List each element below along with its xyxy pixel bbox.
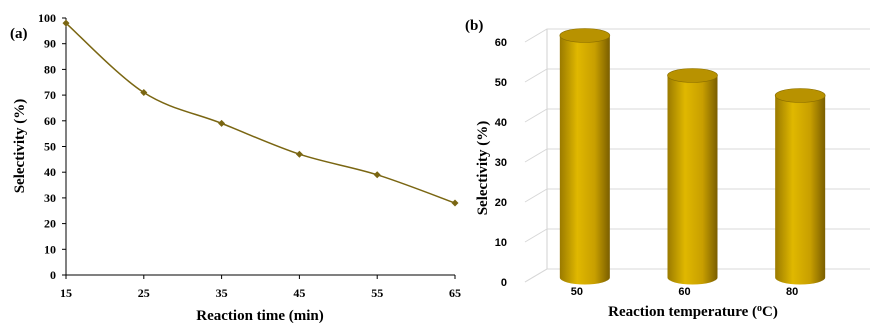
panel-a-y-tick-label: 60 bbox=[44, 114, 56, 128]
panel-b-gridline bbox=[524, 108, 870, 123]
panel-a-y-tick-label: 100 bbox=[38, 11, 56, 25]
panel-a-y-tick-label: 90 bbox=[44, 37, 56, 51]
panel-b-bar bbox=[667, 75, 718, 285]
panel-a-y-tick-label: 20 bbox=[44, 217, 56, 231]
panel-b-bar bbox=[775, 95, 826, 285]
panel-a-y-tick-label: 70 bbox=[44, 88, 56, 102]
panel-a-data-point bbox=[140, 89, 148, 97]
panel-b-bar-top bbox=[667, 68, 718, 83]
panel-b-x-tick-label: 60 bbox=[678, 286, 690, 298]
panel-b-y-tick-label: 50 bbox=[495, 77, 507, 89]
panel-a-series-line bbox=[65, 22, 456, 204]
panel-b-bar-top bbox=[774, 88, 826, 103]
panel-a-data-point bbox=[295, 150, 303, 158]
panel-a-y-tick-label: 50 bbox=[44, 140, 56, 154]
panel-b-x-axis-label: Reaction temperature (oC) bbox=[608, 303, 778, 320]
panel-b-x-tick-label: 50 bbox=[571, 286, 583, 298]
panel-a-y-axis-label: Selectivity (%) bbox=[12, 99, 28, 194]
panel-b-y-tick-label: 10 bbox=[495, 237, 507, 249]
panel-b-gridline bbox=[524, 268, 870, 283]
panel-a-data-point bbox=[62, 19, 70, 27]
panel-a-x-axis-label: Reaction time (min) bbox=[196, 308, 323, 323]
panel-b-y-tick-label: 40 bbox=[495, 117, 507, 129]
panel-a-x-tick-label: 45 bbox=[293, 286, 305, 300]
panel-a-y-tick-label: 80 bbox=[44, 62, 56, 76]
panel-b-y-tick-label: 60 bbox=[495, 37, 507, 49]
panel-a-y-tick-label: 30 bbox=[44, 191, 56, 205]
panel-a-y-tick-label: 10 bbox=[44, 242, 56, 256]
panel-a-x-tick-label: 25 bbox=[138, 286, 150, 300]
panel-a-x-tick-label: 65 bbox=[449, 286, 461, 300]
panel-b-bar-chart: (b) 0 10 20 30 40 50 60 50 60 80 Reaction temper… bbox=[465, 18, 870, 320]
panel-a-x-tick-label: 35 bbox=[216, 286, 228, 300]
panel-a-y-tick-label: 0 bbox=[50, 268, 56, 282]
panel-b-gridline bbox=[524, 28, 870, 43]
panel-b-gridline bbox=[524, 228, 870, 243]
panel-a-data-point bbox=[218, 119, 226, 127]
panel-b-y-axis-label: Selectivity (%) bbox=[475, 121, 491, 216]
panel-a-x-tick-label: 15 bbox=[60, 286, 72, 300]
panel-a-data-point bbox=[373, 171, 381, 179]
panel-b-bar-top bbox=[559, 28, 611, 43]
panel-a-label: (a) bbox=[10, 26, 28, 42]
panel-b-y-tick-label: 0 bbox=[501, 277, 507, 289]
panel-b-x-tick-label: 80 bbox=[786, 286, 798, 298]
panel-b-y-tick-label: 30 bbox=[495, 157, 507, 169]
panel-a-y-tick-label: 40 bbox=[44, 165, 56, 179]
panel-b-gridline bbox=[524, 68, 870, 83]
panel-a-x-tick-label: 55 bbox=[371, 286, 383, 300]
panel-b-label: (b) bbox=[465, 18, 483, 34]
panel-b-bar bbox=[559, 35, 610, 285]
panel-b-gridline bbox=[524, 148, 870, 163]
panel-b-gridline bbox=[524, 188, 870, 203]
panel-b-y-tick-label: 20 bbox=[495, 197, 507, 209]
panel-a-data-point bbox=[451, 199, 459, 207]
